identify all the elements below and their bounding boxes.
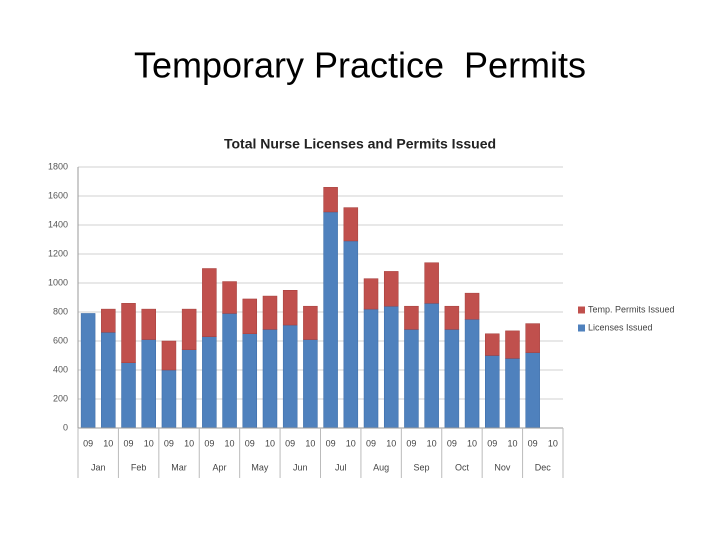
x-tick-label: 10 (427, 438, 437, 448)
x-tick-label: 10 (184, 438, 194, 448)
bar-segment (242, 298, 258, 335)
bar-segment (505, 358, 520, 429)
bar-segment (444, 305, 460, 330)
y-tick-label: 1600 (48, 190, 68, 200)
bar-segment (363, 278, 379, 310)
bar-segment (262, 329, 278, 429)
bar-segment (202, 336, 217, 429)
x-tick-label: 09 (124, 438, 134, 448)
x-tick-label: 09 (487, 438, 497, 448)
group-label: Feb (131, 462, 147, 472)
y-tick-label: 1200 (48, 248, 68, 258)
x-tick-label: 09 (447, 438, 457, 448)
bar-segment (303, 339, 318, 429)
bar-segment (181, 308, 197, 350)
bar-segment (323, 187, 338, 213)
bar-segment (80, 313, 96, 429)
group-label: May (251, 462, 269, 472)
group-label: Apr (212, 462, 226, 472)
bar-segment (262, 295, 278, 330)
group-label: Jan (91, 462, 106, 472)
group-label: Nov (494, 462, 511, 472)
y-tick-label: 1000 (48, 277, 68, 287)
y-tick-label: 200 (53, 393, 68, 403)
bar-segment (101, 332, 116, 429)
legend-label: Temp. Permits Issued (588, 304, 675, 314)
x-tick-label: 10 (548, 438, 558, 448)
bar-segment (485, 355, 500, 429)
bar-segment (525, 352, 540, 429)
y-tick-label: 1400 (48, 219, 68, 229)
x-tick-label: 09 (83, 438, 93, 448)
y-tick-label: 400 (53, 364, 68, 374)
bar-segment (141, 339, 156, 429)
bar-segment (505, 330, 520, 359)
bar-segment (424, 303, 439, 429)
bar-segment (101, 308, 116, 333)
bar-segment (202, 268, 217, 337)
bar-segment (121, 303, 136, 363)
bar-segment (343, 207, 359, 242)
group-label: Jun (293, 462, 308, 472)
bar-segment (383, 305, 399, 429)
bar-segment (161, 369, 177, 429)
x-tick-label: 09 (528, 438, 538, 448)
bar-segment (525, 323, 540, 353)
bar-segment (464, 319, 480, 429)
bar-segment (404, 329, 419, 429)
bar-segment (181, 349, 197, 429)
bar-segment (242, 333, 258, 429)
x-tick-label: 09 (366, 438, 376, 448)
legend-swatch (578, 324, 585, 332)
bar-segment (282, 290, 298, 326)
legend-label: Licenses Issued (588, 322, 653, 332)
x-tick-label: 10 (346, 438, 356, 448)
group-label: Dec (535, 462, 552, 472)
x-tick-label: 09 (204, 438, 214, 448)
bar-segment (222, 281, 237, 314)
x-tick-label: 10 (386, 438, 396, 448)
slide-title: Temporary Practice Permits (134, 45, 586, 86)
x-tick-label: 10 (103, 438, 113, 448)
group-label: Jul (335, 462, 347, 472)
x-tick-label: 09 (285, 438, 295, 448)
group-label: Mar (171, 462, 187, 472)
bar-segment (121, 362, 136, 429)
bar-segment (141, 308, 156, 340)
bar-segment (161, 340, 177, 371)
y-tick-label: 600 (53, 335, 68, 345)
x-tick-label: 10 (507, 438, 517, 448)
group-label: Sep (414, 462, 430, 472)
x-tick-label: 09 (406, 438, 416, 448)
bar-segment (444, 329, 460, 429)
bar-segment (383, 271, 399, 307)
y-tick-label: 800 (53, 306, 68, 316)
x-tick-label: 10 (305, 438, 315, 448)
x-tick-label: 10 (144, 438, 154, 448)
bar-segment (222, 313, 237, 429)
x-tick-label: 09 (245, 438, 255, 448)
x-tick-label: 09 (164, 438, 174, 448)
bar-segment (363, 308, 379, 429)
bar-segment (424, 262, 439, 304)
y-tick-label: 1800 (48, 161, 68, 171)
x-tick-label: 09 (326, 438, 336, 448)
bar-segment (485, 333, 500, 356)
group-label: Aug (373, 462, 389, 472)
chart-title: Total Nurse Licenses and Permits Issued (224, 136, 496, 152)
bar-segment (404, 305, 419, 330)
bar-segment (282, 324, 298, 429)
x-tick-label: 10 (467, 438, 477, 448)
y-tick-label: 0 (63, 422, 68, 432)
bar-segment (323, 211, 338, 429)
bar-segment (343, 240, 359, 429)
legend-swatch (578, 306, 585, 314)
x-tick-label: 10 (265, 438, 275, 448)
bar-segment (464, 292, 480, 320)
x-tick-label: 10 (225, 438, 235, 448)
bar-segment (303, 305, 318, 340)
group-label: Oct (455, 462, 470, 472)
